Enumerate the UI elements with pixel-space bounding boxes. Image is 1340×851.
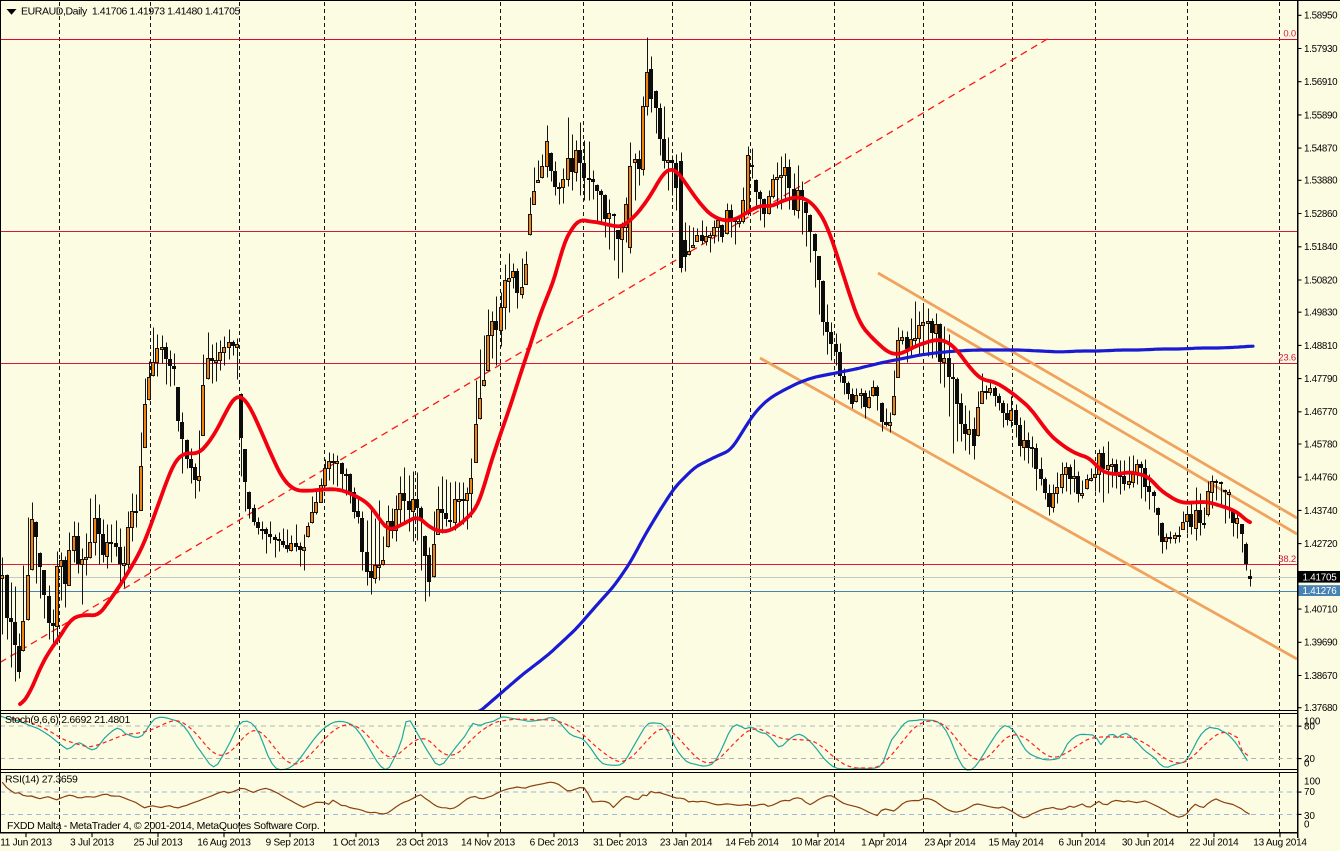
svg-text:1.39690: 1.39690	[1304, 638, 1338, 649]
svg-text:0: 0	[1304, 820, 1310, 831]
svg-text:EURAUD,Daily 1.41706 1.41973: EURAUD,Daily 1.41706 1.41973 1.41480 1.4…	[21, 6, 241, 18]
svg-text:1.55890: 1.55890	[1304, 110, 1338, 121]
svg-text:22 Jul 2014: 22 Jul 2014	[1190, 838, 1240, 849]
svg-text:1.49830: 1.49830	[1304, 308, 1338, 319]
svg-text:1 Apr 2014: 1 Apr 2014	[861, 838, 908, 849]
svg-text:6 Jun 2014: 6 Jun 2014	[1059, 838, 1107, 849]
svg-text:23.6: 23.6	[1278, 353, 1296, 364]
svg-text:1.50820: 1.50820	[1304, 275, 1338, 286]
svg-text:10 Mar 2014: 10 Mar 2014	[791, 838, 845, 849]
svg-text:3 Jul 2013: 3 Jul 2013	[70, 838, 114, 849]
svg-text:25 Jul 2013: 25 Jul 2013	[134, 838, 184, 849]
svg-text:70: 70	[1304, 787, 1315, 798]
svg-text:30 Jun 2014: 30 Jun 2014	[1122, 838, 1175, 849]
svg-text:1.38670: 1.38670	[1304, 671, 1338, 682]
svg-text:1.37680: 1.37680	[1304, 703, 1338, 714]
svg-text:11 Jun 2013: 11 Jun 2013	[0, 838, 52, 849]
svg-text:23 Oct 2013: 23 Oct 2013	[396, 838, 448, 849]
svg-text:Stoch(9,6,6) 2.6692 21.4801: Stoch(9,6,6) 2.6692 21.4801	[5, 714, 130, 726]
svg-text:1.42720: 1.42720	[1304, 539, 1338, 550]
svg-text:1.41705: 1.41705	[1303, 572, 1338, 583]
svg-text:14 Nov 2013: 14 Nov 2013	[461, 838, 516, 849]
svg-text:16 Aug 2013: 16 Aug 2013	[197, 838, 251, 849]
svg-text:1.56910: 1.56910	[1304, 77, 1338, 88]
svg-text:1.57930: 1.57930	[1304, 44, 1338, 55]
svg-text:1 Oct 2013: 1 Oct 2013	[333, 838, 380, 849]
svg-text:FXDD Malta - MetaTrader 4, © 2: FXDD Malta - MetaTrader 4, © 2001-2014, …	[7, 820, 319, 832]
svg-text:1.58950: 1.58950	[1304, 11, 1338, 22]
svg-text:1.44760: 1.44760	[1304, 473, 1338, 484]
svg-text:31 Dec 2013: 31 Dec 2013	[593, 838, 648, 849]
svg-text:14 Feb 2014: 14 Feb 2014	[725, 838, 779, 849]
svg-text:1.54870: 1.54870	[1304, 144, 1338, 155]
svg-text:9 Sep 2013: 9 Sep 2013	[266, 838, 315, 849]
svg-text:0: 0	[1304, 759, 1310, 770]
svg-text:1.52860: 1.52860	[1304, 209, 1338, 220]
svg-text:15 May 2014: 15 May 2014	[988, 838, 1044, 849]
svg-text:1.46770: 1.46770	[1304, 407, 1338, 418]
svg-text:1.45780: 1.45780	[1304, 439, 1338, 450]
svg-text:6 Dec 2013: 6 Dec 2013	[530, 838, 579, 849]
svg-text:100: 100	[1304, 776, 1321, 787]
svg-text:1.48810: 1.48810	[1304, 341, 1338, 352]
svg-text:30: 30	[1304, 811, 1315, 822]
svg-text:RSI(14) 27.3659: RSI(14) 27.3659	[5, 774, 78, 786]
svg-text:80: 80	[1304, 722, 1315, 733]
svg-text:100: 100	[1304, 717, 1321, 728]
svg-text:1.53880: 1.53880	[1304, 176, 1338, 187]
svg-text:20: 20	[1304, 754, 1315, 765]
svg-text:13 Aug 2014: 13 Aug 2014	[1253, 838, 1307, 849]
svg-text:23 Apr 2014: 23 Apr 2014	[924, 838, 976, 849]
svg-text:1.43740: 1.43740	[1304, 506, 1338, 517]
svg-text:1.51840: 1.51840	[1304, 242, 1338, 253]
svg-text:1.47790: 1.47790	[1304, 374, 1338, 385]
svg-text:23 Jan 2014: 23 Jan 2014	[660, 838, 713, 849]
svg-text:1.41276: 1.41276	[1303, 586, 1338, 597]
svg-text:0.0: 0.0	[1283, 29, 1296, 40]
svg-text:1.40710: 1.40710	[1304, 605, 1338, 616]
svg-text:38.2: 38.2	[1278, 554, 1296, 565]
